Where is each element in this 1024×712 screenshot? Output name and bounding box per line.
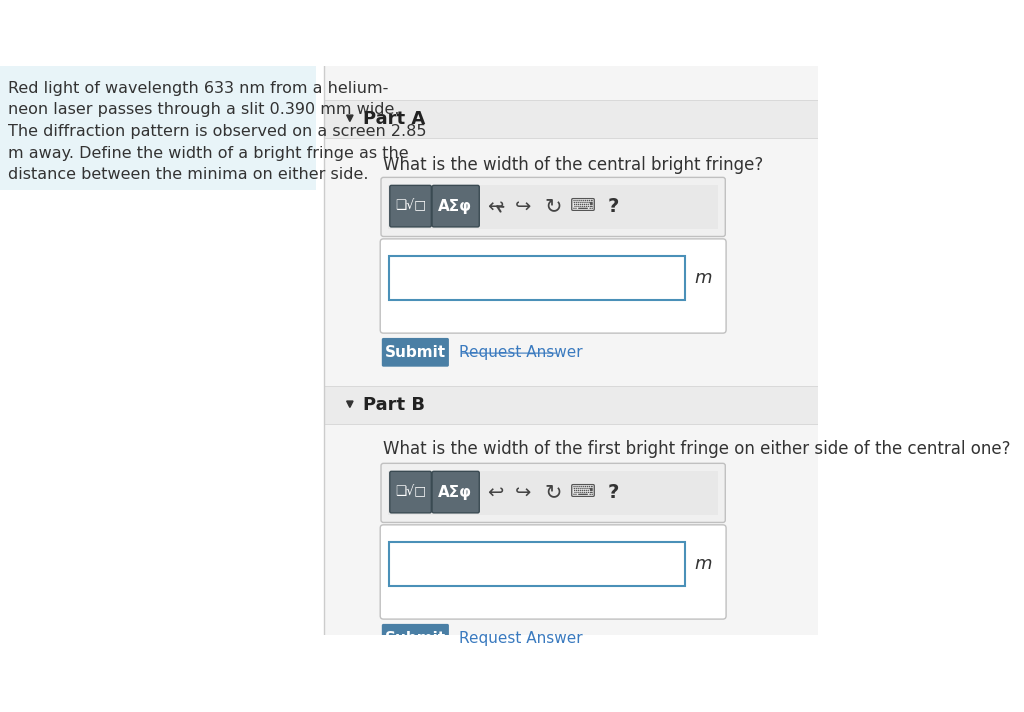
Text: ↩: ↩ bbox=[487, 483, 504, 501]
Text: ↩: ↩ bbox=[487, 197, 504, 216]
FancyBboxPatch shape bbox=[432, 471, 479, 513]
Polygon shape bbox=[347, 115, 353, 122]
Bar bbox=[0, 66, 315, 190]
Text: ?: ? bbox=[608, 483, 620, 501]
Text: ↪: ↪ bbox=[515, 197, 531, 216]
Text: Request Answer: Request Answer bbox=[460, 631, 583, 646]
Bar bbox=[325, 100, 818, 138]
FancyBboxPatch shape bbox=[432, 185, 479, 227]
Bar bbox=[325, 66, 818, 635]
Text: ↻: ↻ bbox=[545, 196, 562, 216]
Text: ↻: ↻ bbox=[545, 482, 562, 502]
Text: ΑΣφ: ΑΣφ bbox=[438, 485, 472, 500]
Text: Red light of wavelength 633 nm from a helium-
neon laser passes through a slit 0: Red light of wavelength 633 nm from a he… bbox=[8, 80, 426, 182]
Bar bbox=[389, 256, 685, 300]
Bar bbox=[388, 184, 718, 229]
Text: ⌨: ⌨ bbox=[570, 197, 596, 215]
Text: Submit: Submit bbox=[385, 345, 445, 360]
Text: What is the width of the first bright fringe on either side of the central one?: What is the width of the first bright fr… bbox=[383, 440, 1011, 459]
FancyBboxPatch shape bbox=[380, 525, 726, 619]
Bar bbox=[389, 542, 685, 585]
Text: Request Answer: Request Answer bbox=[460, 345, 583, 360]
Text: ?: ? bbox=[608, 197, 620, 216]
Text: What is the width of the central bright fringe?: What is the width of the central bright … bbox=[383, 156, 764, 174]
Text: ❑√□: ❑√□ bbox=[395, 486, 426, 498]
Text: ❑√□: ❑√□ bbox=[395, 199, 426, 213]
FancyBboxPatch shape bbox=[381, 464, 725, 523]
Bar bbox=[325, 386, 818, 424]
FancyBboxPatch shape bbox=[380, 239, 726, 333]
Text: ⌨: ⌨ bbox=[570, 483, 596, 501]
FancyBboxPatch shape bbox=[382, 338, 449, 367]
Polygon shape bbox=[347, 401, 353, 407]
Text: m: m bbox=[694, 555, 712, 573]
Bar bbox=[388, 471, 718, 515]
Text: ΑΣφ: ΑΣφ bbox=[438, 199, 472, 214]
Text: Submit: Submit bbox=[385, 631, 445, 646]
FancyBboxPatch shape bbox=[390, 471, 431, 513]
FancyBboxPatch shape bbox=[382, 624, 449, 653]
Text: ↪: ↪ bbox=[515, 483, 531, 501]
FancyBboxPatch shape bbox=[390, 185, 431, 227]
FancyBboxPatch shape bbox=[381, 177, 725, 236]
Text: m: m bbox=[694, 269, 712, 287]
Text: Part B: Part B bbox=[364, 396, 425, 414]
Text: Part A: Part A bbox=[364, 110, 426, 128]
